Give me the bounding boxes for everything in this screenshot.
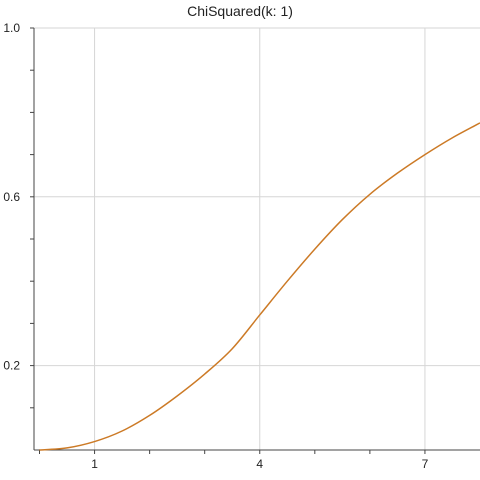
tick-marks (30, 27, 426, 454)
y-tick-label: 0.6 (3, 190, 20, 204)
y-tick-label: 0.2 (3, 359, 20, 373)
x-tick-label: 7 (422, 457, 429, 471)
x-tick-label: 4 (256, 457, 263, 471)
y-tick-label: 1.0 (3, 21, 20, 35)
series-line (39, 122, 480, 451)
axes (33, 28, 480, 451)
x-tick-label: 1 (91, 457, 98, 471)
grid-lines (34, 27, 480, 450)
chart-title: ChiSquared(k: 1) (187, 3, 293, 19)
series-layer (39, 122, 480, 451)
tick-labels: 1 4 7 0.2 0.6 1.0 (3, 21, 428, 471)
